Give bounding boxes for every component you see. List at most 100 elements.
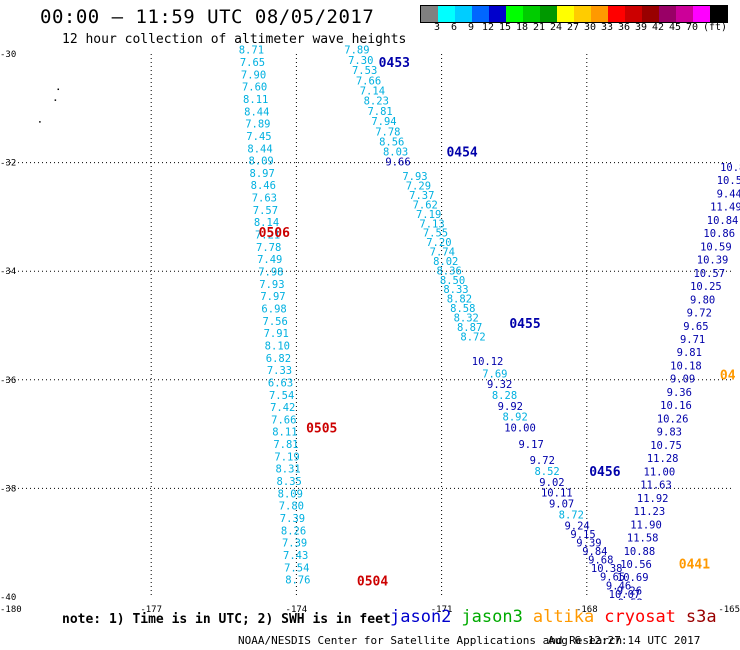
swh-value: 7.80 (279, 501, 304, 513)
swh-value: 9.02 (539, 477, 564, 489)
swh-value: 8.26 (281, 525, 306, 537)
page-title: 00:00 – 11:59 UTC 08/05/2017 (40, 6, 375, 28)
legend-item-jason2: jason2 (390, 607, 452, 627)
swh-value: 10.75 (650, 440, 682, 452)
swh-value: 7.81 (273, 439, 298, 451)
colorbar-label: 27 (566, 22, 580, 33)
swh-value: 7.56 (263, 316, 288, 328)
swh-value: 7.62 (413, 199, 438, 211)
swh-value: 10.57 (693, 268, 725, 280)
legend-item-altika: altika (532, 607, 595, 627)
swh-value: 8.87 (457, 322, 482, 334)
colorbar-swatch (659, 6, 676, 22)
swh-value: 7.93 (402, 171, 427, 183)
swh-value: 10.59 (700, 241, 732, 253)
swh-value: 9.72 (530, 455, 555, 467)
colorbar-label: (ft) (702, 22, 728, 33)
swh-value: 8.32 (454, 313, 479, 325)
colorbar-swatch (557, 6, 574, 22)
swh-value: 9.92 (498, 401, 523, 413)
colorbar-swatch (472, 6, 489, 22)
y-tick-label: -40 (0, 593, 16, 603)
swh-value: 7.81 (367, 106, 392, 118)
pass-time-label: 0506 (259, 226, 290, 241)
swh-value: 8.36 (436, 265, 461, 277)
swh-value: 9.84 (582, 546, 607, 558)
colorbar-swatch (693, 6, 710, 22)
colorbar-label: 18 (515, 22, 529, 33)
swh-value: 7.30 (348, 55, 373, 67)
colorbar-label: 9 (467, 22, 475, 33)
y-tick-label: -36 (0, 376, 16, 386)
swh-value: 7.13 (419, 218, 444, 230)
swh-value: 10.07 (609, 589, 641, 601)
page-subtitle: 12 hour collection of altimeter wave hei… (62, 32, 407, 47)
satellite-legend: jason2 jason3 altika cryosat s3a (390, 607, 727, 627)
pass-time-label: 0454 (446, 146, 477, 161)
swh-value: 8.72 (559, 509, 584, 521)
colorbar (420, 5, 728, 23)
swh-value: 7.49 (257, 254, 282, 266)
swh-value: 7.97 (260, 291, 285, 303)
swh-value: 8.09 (248, 156, 273, 168)
swh-value: 7.53 (352, 65, 377, 77)
colorbar-swatch (608, 6, 625, 22)
swh-value: 7.37 (409, 190, 434, 202)
credit-text: NOAA/NESDIS Center for Satellite Applica… (238, 634, 623, 647)
swh-value: 8.11 (272, 427, 297, 439)
swh-value: 9.24 (564, 520, 589, 532)
swh-value: 9.72 (687, 308, 712, 320)
swh-value: 8.72 (460, 331, 485, 343)
land-dot (54, 99, 57, 101)
swh-value: 9.65 (683, 321, 708, 333)
swh-value: 9.39 (576, 537, 601, 549)
swh-value: 10.38 (591, 563, 623, 575)
legend-item-cryosat: cryosat (604, 607, 676, 627)
x-tick-label: -171 (431, 605, 453, 615)
swh-value: 11.23 (634, 506, 666, 518)
x-tick-label: -180 (0, 605, 22, 615)
colorbar-swatch (710, 6, 727, 22)
colorbar-label: 3 (433, 22, 441, 33)
swh-value: 7.54 (284, 562, 309, 574)
swh-value: 7.57 (253, 205, 278, 217)
swh-value: 7.54 (269, 390, 294, 402)
timestamp-text: Aug 6 12:27:14 UTC 2017 (548, 634, 701, 647)
swh-value: 10.69 (617, 572, 649, 584)
swh-value: 8.23 (364, 96, 389, 108)
swh-value: 11.58 (627, 533, 659, 545)
swh-value: 7.65 (240, 57, 265, 69)
swh-value: 6.63 (268, 377, 293, 389)
swh-value: 7.63 (252, 193, 277, 205)
swh-value: 8.82 (447, 294, 472, 306)
swh-value: 7.55 (423, 228, 448, 240)
colorbar-label: 70 (685, 22, 699, 33)
swh-value: 9.80 (690, 294, 715, 306)
swh-value: 7.20 (426, 237, 451, 249)
swh-value: 8.14 (254, 217, 279, 229)
swh-value: 8.35 (277, 476, 302, 488)
swh-value: 8.33 (443, 284, 468, 296)
swh-value: 8.03 (383, 147, 408, 159)
swh-value: 8.52 (534, 466, 559, 478)
swh-value: 8.31 (275, 464, 300, 476)
swh-value: 10.56 (620, 559, 652, 571)
swh-value: 11.90 (630, 519, 662, 531)
swh-value: 8.50 (440, 275, 465, 287)
swh-value: 10.86 (703, 228, 735, 240)
swh-value: 11.28 (647, 453, 679, 465)
swh-value: 10.12 (472, 356, 504, 368)
legend-item-jason3: jason3 (461, 607, 523, 627)
x-tick-label: -177 (140, 605, 162, 615)
pass-time-label: 0504 (357, 575, 388, 590)
swh-value: 8.58 (450, 303, 475, 315)
swh-value: 9.26 (617, 585, 642, 597)
swh-value: 8.10 (265, 340, 290, 352)
swh-value: 7.33 (267, 365, 292, 377)
swh-value: 10.84 (707, 215, 739, 227)
swh-value: 7.66 (271, 414, 296, 426)
swh-value: 9.83 (657, 427, 682, 439)
swh-value: 7.89 (344, 45, 369, 57)
colorbar-swatch (421, 6, 438, 22)
